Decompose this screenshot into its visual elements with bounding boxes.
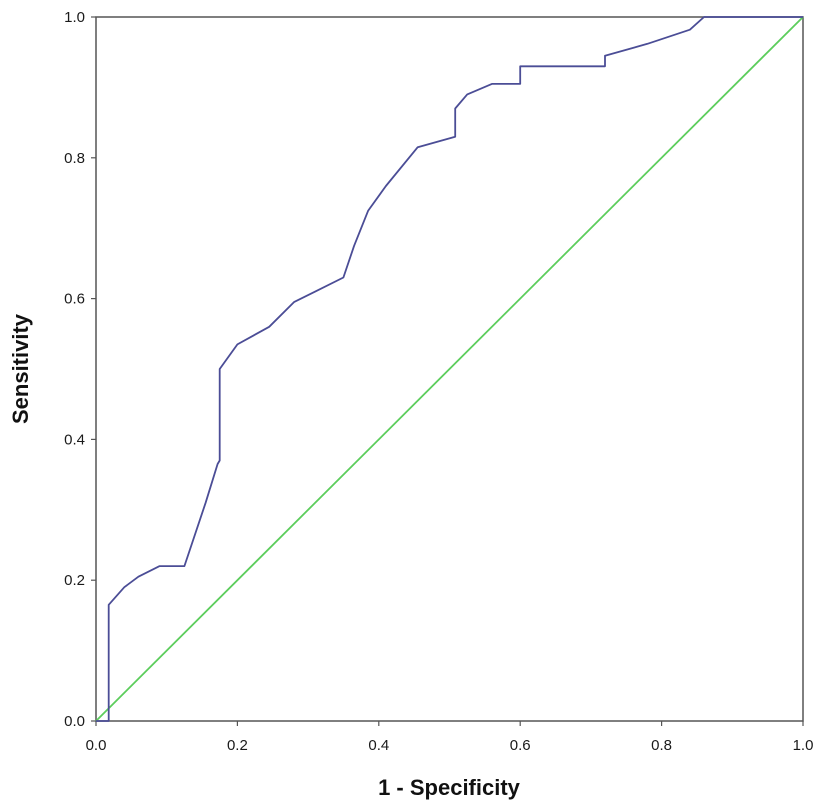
y-tick-label: 0.4 xyxy=(64,431,85,448)
x-tick-label: 0.2 xyxy=(227,737,248,754)
plot-frame xyxy=(95,16,804,722)
y-tick-label: 0.8 xyxy=(64,150,85,167)
x-tick-label: 0.8 xyxy=(651,737,672,754)
reference-diagonal-line xyxy=(95,16,804,722)
y-axis-title: Sensitivity xyxy=(8,313,33,424)
axis-ticks: 0.0 0.2 0.4 0.6 0.8 1.0 0.0 0.2 0.4 0.6 0.8 1.0 xyxy=(64,9,813,754)
y-tick-label: 0.0 xyxy=(64,713,85,730)
x-tick-label: 0.6 xyxy=(510,737,531,754)
x-tick-label: 1.0 xyxy=(793,737,814,754)
roc-curve-line xyxy=(96,16,803,722)
x-tick-label: 0.0 xyxy=(86,737,107,754)
y-tick-label: 1.0 xyxy=(64,9,85,26)
x-axis-title: 1 - Specificity xyxy=(378,775,521,800)
y-tick-label: 0.6 xyxy=(64,291,85,308)
y-tick-label: 0.2 xyxy=(64,572,85,589)
x-tick-label: 0.4 xyxy=(368,737,389,754)
